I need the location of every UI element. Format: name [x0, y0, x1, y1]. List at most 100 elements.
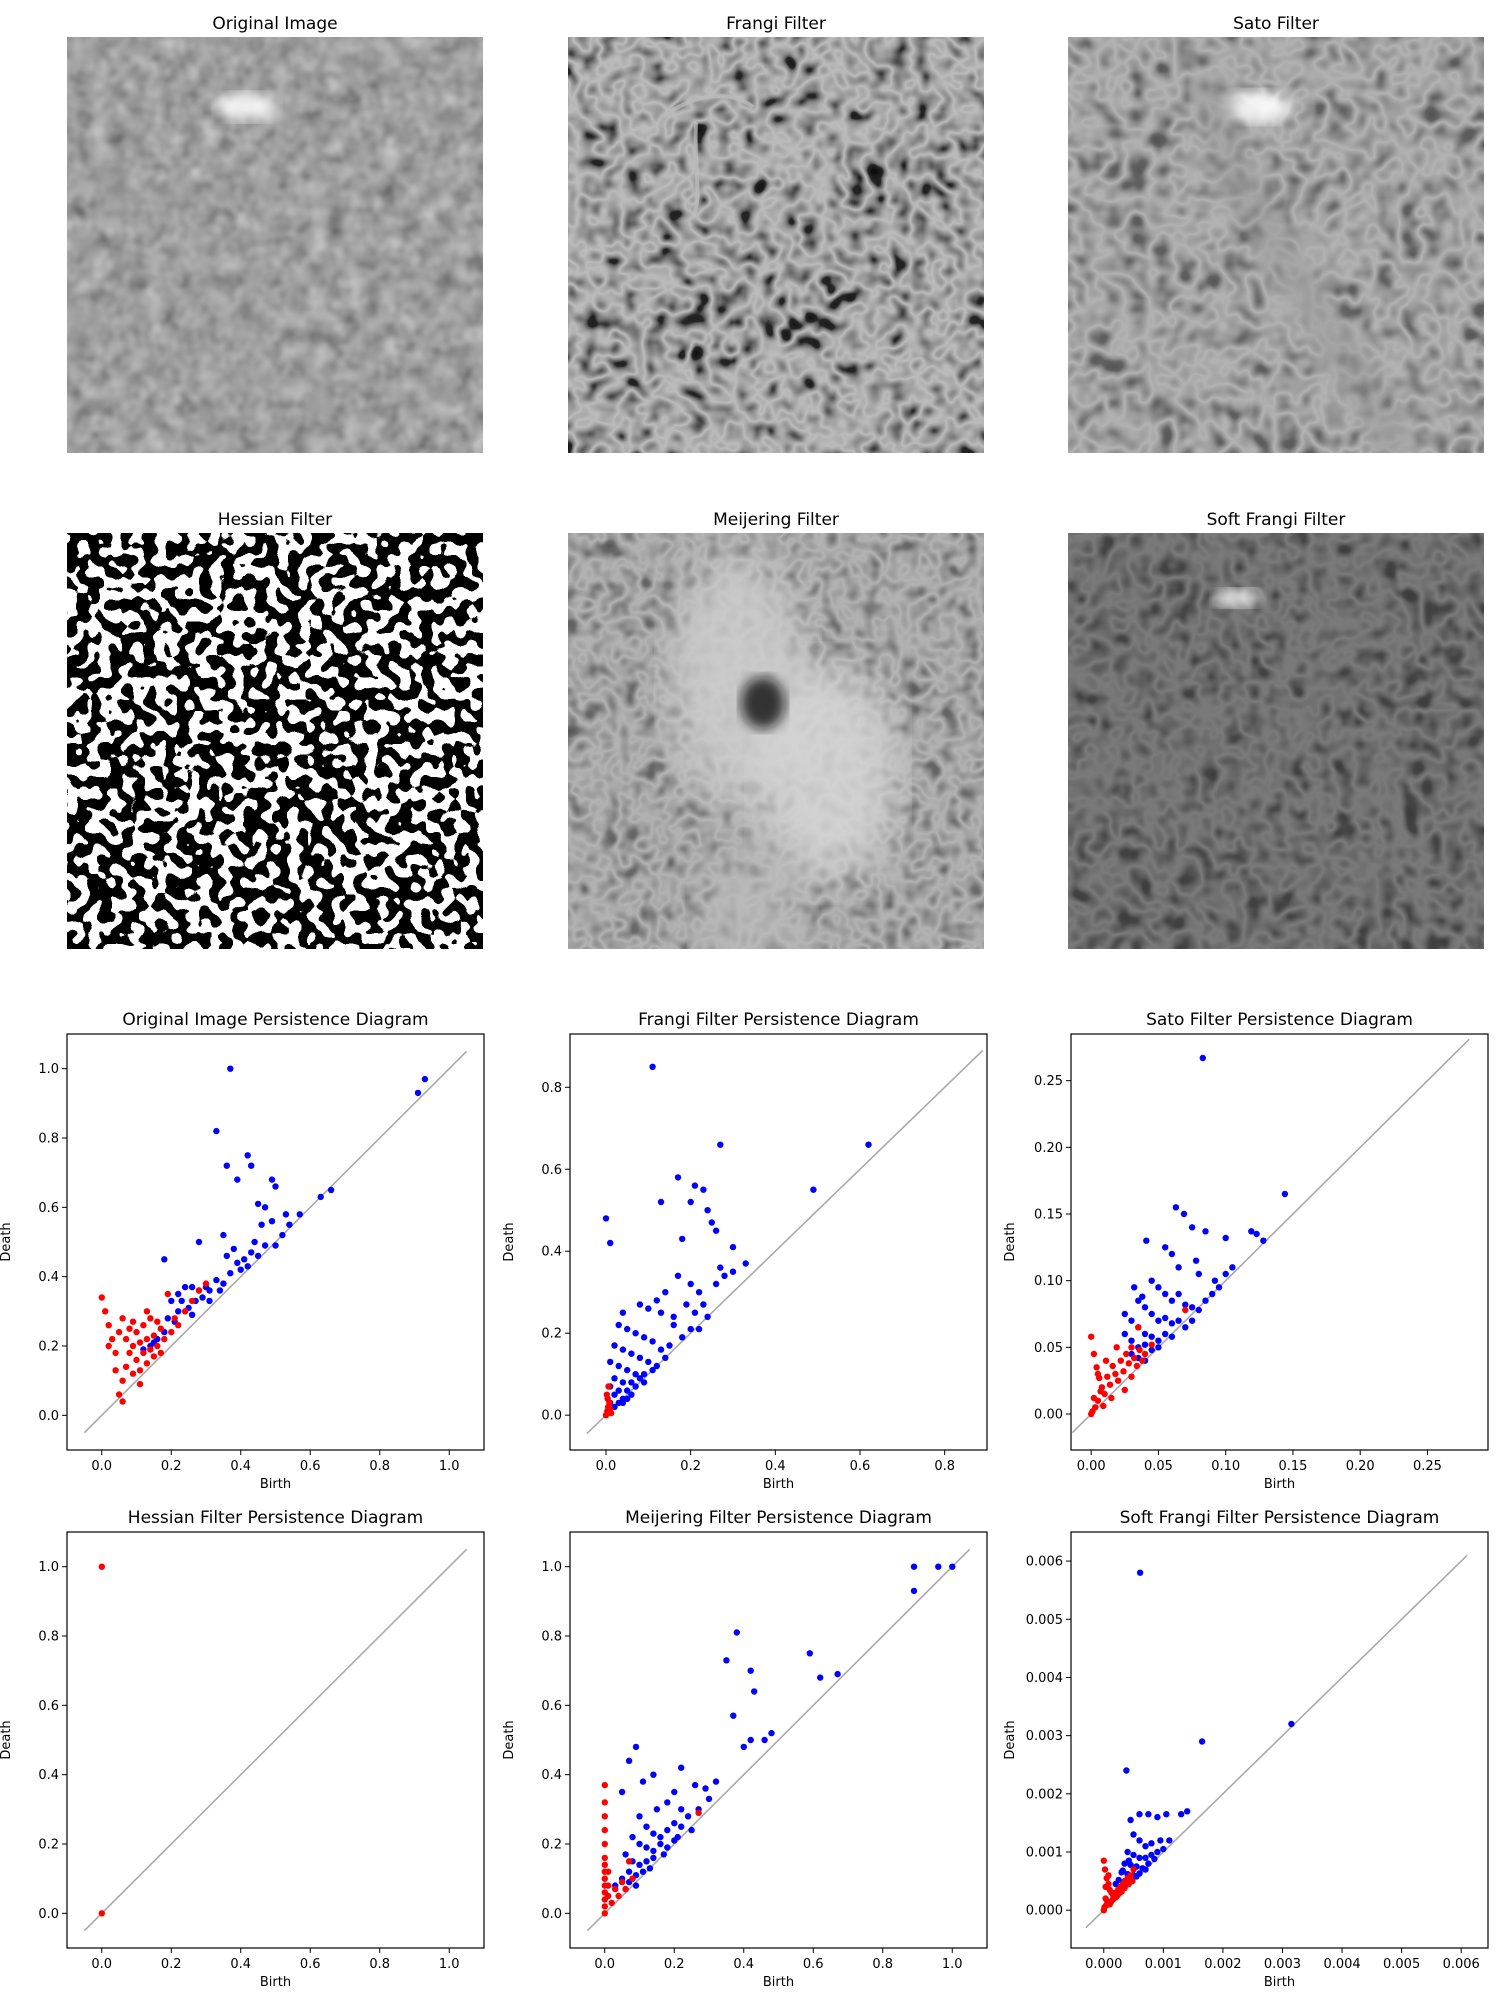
image-title: Hessian Filter: [218, 510, 332, 530]
image-panel-6: Soft Frangi Filter: [1068, 510, 1484, 949]
image-texture: [568, 37, 984, 453]
h1-point: [318, 1194, 324, 1200]
h1-point: [685, 1813, 691, 1819]
x-axis-label: Birth: [260, 1975, 291, 1990]
h0-point: [1134, 1363, 1140, 1369]
y-tick-label: 0.2: [541, 1838, 562, 1853]
h1-point: [622, 1851, 628, 1857]
persistence-diagram-2: Frangi Filter Persistence Diagram0.0 0.2 0…: [502, 1010, 987, 1492]
h1-point: [658, 1346, 664, 1352]
h0-point: [109, 1336, 115, 1342]
h1-point: [272, 1242, 278, 1248]
h0-point: [130, 1371, 136, 1377]
h1-point: [713, 1281, 719, 1287]
y-tick-label: 0.6: [38, 1699, 59, 1714]
h1-point: [1131, 1284, 1137, 1290]
image-panel-2: Frangi Filter: [568, 14, 984, 453]
diagonal-line: [1086, 1555, 1467, 1927]
h1-point: [692, 1782, 698, 1788]
points-layer: [1101, 1570, 1295, 1914]
h0-point: [168, 1329, 174, 1335]
h0-point: [116, 1391, 122, 1397]
h1-point: [1130, 1831, 1136, 1837]
h1-point: [1169, 1320, 1175, 1326]
h0-point: [1091, 1351, 1097, 1357]
h0-point: [106, 1322, 112, 1328]
h1-point: [328, 1187, 334, 1193]
y-axis-label: Death: [1003, 1222, 1018, 1261]
h0-point: [1102, 1884, 1108, 1890]
h0-point: [1135, 1324, 1141, 1330]
y-tick-label: 0.4: [541, 1768, 562, 1783]
h0-point: [119, 1398, 125, 1404]
h1-point: [637, 1355, 643, 1361]
h1-point: [696, 1326, 702, 1332]
x-tick-label: 0.003: [1264, 1957, 1301, 1972]
h1-point: [654, 1806, 660, 1812]
h1-point: [658, 1310, 664, 1316]
h0-point: [1139, 1358, 1145, 1364]
h0-point: [175, 1322, 181, 1328]
h1-point: [666, 1342, 672, 1348]
h1-point: [1175, 1318, 1181, 1324]
chart-title: Sato Filter Persistence Diagram: [1146, 1010, 1413, 1030]
h0-point: [615, 1893, 621, 1899]
h0-point: [1093, 1364, 1099, 1370]
h1-point: [245, 1152, 251, 1158]
h1-point: [1126, 1858, 1132, 1864]
x-tick-label: 0.2: [161, 1957, 182, 1972]
h0-point: [1088, 1411, 1094, 1417]
image-content: [1068, 37, 1484, 457]
h1-point: [422, 1076, 428, 1082]
x-tick-label: 0.002: [1204, 1957, 1241, 1972]
h0-point: [1103, 1358, 1109, 1364]
h0-point: [1107, 1382, 1113, 1388]
h0-point: [126, 1350, 132, 1356]
y-tick-label: 0.4: [541, 1245, 562, 1260]
h1-point: [721, 1273, 727, 1279]
y-axis-label: Death: [0, 1222, 14, 1261]
h1-point: [227, 1066, 233, 1072]
h1-point: [220, 1232, 226, 1238]
h1-point: [269, 1176, 275, 1182]
image-title: Sato Filter: [1233, 14, 1319, 34]
points-layer: [99, 1066, 428, 1405]
x-tick-label: 0.8: [369, 1957, 390, 1972]
h0-point: [602, 1827, 608, 1833]
h1-point: [1142, 1331, 1148, 1337]
x-tick-label: 0.4: [230, 1957, 251, 1972]
h0-point: [1131, 1355, 1137, 1361]
h0-point: [161, 1336, 167, 1342]
h1-point: [1189, 1318, 1195, 1324]
x-tick-label: 0.005: [1383, 1957, 1420, 1972]
h1-point: [1196, 1307, 1202, 1313]
h0-point: [1149, 1342, 1155, 1348]
h1-point: [640, 1778, 646, 1784]
h1-point: [643, 1844, 649, 1850]
h1-point: [657, 1841, 663, 1847]
persistence-diagram-5: Meijering Filter Persistence Diagram 0.0 0…: [502, 1508, 987, 1990]
y-tick-label: 0.003: [1026, 1729, 1063, 1744]
h1-point: [1202, 1298, 1208, 1304]
h1-point: [269, 1218, 275, 1224]
h1-point: [616, 1322, 622, 1328]
h1-point: [628, 1351, 634, 1357]
h1-point: [1142, 1304, 1148, 1310]
h0-point: [602, 1799, 608, 1805]
h1-point: [297, 1211, 303, 1217]
h0-point: [137, 1339, 143, 1345]
h1-point: [241, 1256, 247, 1262]
h1-point: [678, 1824, 684, 1830]
h1-point: [704, 1207, 710, 1213]
h1-point: [1223, 1271, 1229, 1277]
h1-point: [1122, 1331, 1128, 1337]
h1-point: [650, 1772, 656, 1778]
x-tick-label: 0.2: [680, 1459, 701, 1474]
h1-point: [748, 1668, 754, 1674]
y-axis-label: Death: [0, 1720, 14, 1759]
persistence-diagram-6: Soft Frangi Filter Persistence Diagram0.…: [1003, 1508, 1488, 1990]
x-tick-label: 0.20: [1346, 1459, 1375, 1474]
h1-point: [1151, 1856, 1157, 1862]
h0-point: [1112, 1371, 1118, 1377]
